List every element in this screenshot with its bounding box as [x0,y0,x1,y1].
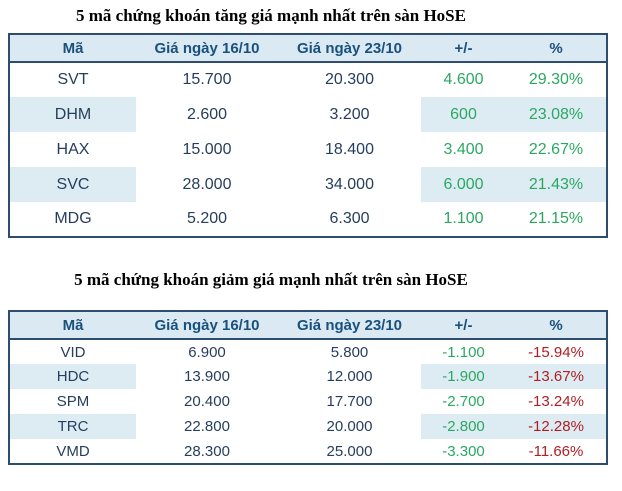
percent-cell: -13.24% [528,393,584,410]
column-header-price-23-10: Giá ngày 23/10 [278,311,421,340]
column-header-change: +/- [421,34,506,63]
percent-cell: 21.43% [506,167,607,202]
change-cell: 4.600 [443,71,484,88]
percent-cell: -13.67% [506,364,607,389]
stock-code-cell: MDG [54,210,92,227]
price-23-10-cell: 34.000 [325,175,374,193]
losers-table-title: 5 mã chứng khoán giảm giá mạnh nhất trên… [74,270,468,289]
price-16-10-cell: 22.800 [184,418,230,435]
table-row: VMD 28.300 25.000 -3.300 -11.66% [9,439,607,464]
price-23-10-cell: 6.300 [329,210,370,227]
change-cell: -2.700 [442,393,485,410]
stock-code-cell: DHM [9,97,136,132]
price-23-10-cell: 5.800 [330,343,369,361]
table-row: SVC 28.000 34.000 6.000 21.43% [9,167,607,202]
column-header-price-16-10: Giá ngày 16/10 [136,311,278,340]
stock-code-cell: SVC [9,167,136,202]
price-16-10-cell: 2.600 [186,105,228,123]
gainers-table: Mã Giá ngày 16/10 Giá ngày 23/10 +/- % S… [8,33,608,238]
change-cell: -3.300 [442,442,485,460]
stock-code-cell: SPM [56,393,90,410]
stock-code-cell: VMD [56,442,90,460]
price-16-10-cell: 13.900 [184,368,230,385]
price-16-10-cell: 20.400 [184,393,230,410]
stock-code-cell: HDC [9,364,136,389]
stock-code-cell: TRC [9,414,136,439]
price-23-10-cell: 20.300 [325,71,374,88]
table-row: HDC 13.900 12.000 -1.900 -13.67% [9,364,607,389]
table-row: HAX 15.000 18.400 3.400 22.67% [9,132,607,167]
column-header-change: +/- [421,311,506,340]
change-cell: 600 [421,97,506,132]
change-cell: 6.000 [421,167,506,202]
price-23-10-cell: 25.000 [326,442,373,460]
change-cell: 1.100 [443,210,484,227]
column-header-percent: % [506,34,607,63]
percent-cell: -12.28% [506,414,607,439]
table-row: TRC 22.800 20.000 -2.800 -12.28% [9,414,607,439]
price-23-10-cell: 18.400 [325,140,374,158]
column-header-code: Mã [9,34,136,63]
price-16-10-cell: 28.000 [182,175,232,193]
stock-code-cell: VID [60,343,86,361]
price-16-10-cell: 15.700 [182,71,232,88]
price-16-10-cell: 15.000 [182,140,232,158]
table-row: SVT 15.700 20.300 4.600 29.30% [9,62,607,97]
table-row: MDG 5.200 6.300 1.100 21.15% [9,202,607,237]
percent-cell: 29.30% [528,71,584,88]
price-23-10-cell: 12.000 [326,368,373,385]
table-row: DHM 2.600 3.200 600 23.08% [9,97,607,132]
stock-code-cell: HAX [56,140,90,158]
change-cell: 3.400 [443,140,484,158]
price-23-10-cell: 17.700 [326,393,373,410]
gainers-table-title: 5 mã chứng khoán tăng giá mạnh nhất trên… [76,6,466,25]
losers-table: Mã Giá ngày 16/10 Giá ngày 23/10 +/- % V… [8,310,608,465]
table-row: SPM 20.400 17.700 -2.700 -13.24% [9,389,607,414]
price-16-10-cell: 6.900 [188,343,226,361]
percent-cell: -15.94% [528,343,584,361]
change-cell: -1.100 [442,343,485,361]
percent-cell: 23.08% [506,97,607,132]
price-23-10-cell: 3.200 [329,105,370,123]
column-header-percent: % [506,311,607,340]
change-cell: -1.900 [421,364,506,389]
header-row: Mã Giá ngày 16/10 Giá ngày 23/10 +/- % [9,34,607,63]
change-cell: -2.800 [421,414,506,439]
stock-code-cell: SVT [57,71,89,88]
price-16-10-cell: 5.200 [186,210,228,227]
column-header-price-16-10: Giá ngày 16/10 [136,34,278,63]
percent-cell: -11.66% [528,442,584,460]
price-16-10-cell: 28.300 [184,442,230,460]
price-23-10-cell: 20.000 [326,418,373,435]
header-row: Mã Giá ngày 16/10 Giá ngày 23/10 +/- % [9,311,607,340]
table-row: VID 6.900 5.800 -1.100 -15.94% [9,339,607,364]
percent-cell: 22.67% [528,140,584,158]
percent-cell: 21.15% [528,210,584,227]
column-header-price-23-10: Giá ngày 23/10 [278,34,421,63]
column-header-code: Mã [9,311,136,340]
